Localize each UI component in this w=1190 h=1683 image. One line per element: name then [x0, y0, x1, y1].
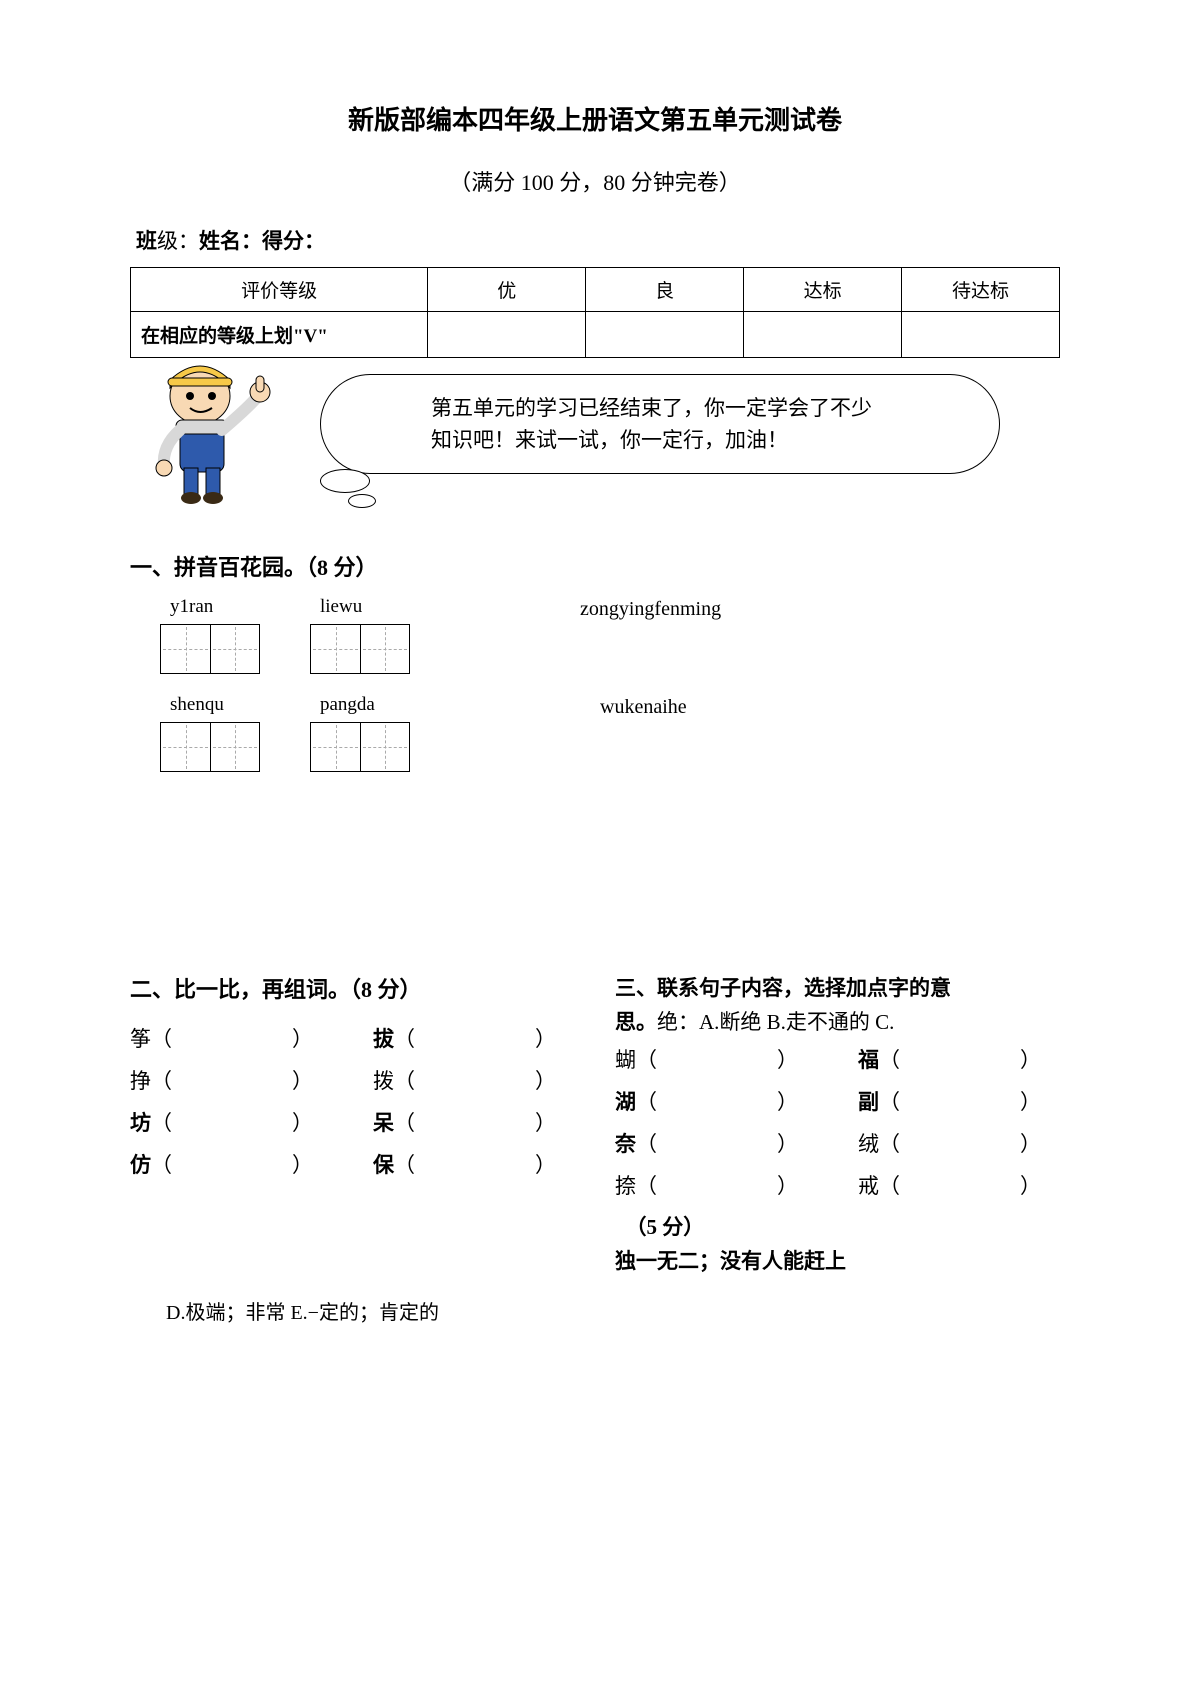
bubble-line1: 第五单元的学习已经结束了，你一定学会了不少 [431, 396, 872, 420]
s2-pair-l1: 挣（） [130, 1060, 313, 1102]
footer-options: D.极端；非常 E.−定的；肯定的 [166, 1296, 1060, 1325]
grade-header-b: 良 [586, 268, 744, 312]
bubble-tail-2 [348, 494, 376, 508]
label-class-suffix: 级： [157, 229, 199, 253]
s3-pair-r3: 戒（） [858, 1165, 1041, 1207]
grade-header-a: 优 [428, 268, 586, 312]
label-name-score: 姓名：得分： [199, 229, 325, 253]
mascot-icon [140, 356, 280, 506]
grade-cell-d[interactable] [902, 312, 1060, 358]
tianzige-0[interactable] [160, 624, 260, 674]
s3-pair-l1: 湖（） [615, 1081, 798, 1123]
section2-column: 二、比一比，再组词。（8 分） 筝（） 拔（） 挣（） 拨（） 坊（） 呆（） … [130, 972, 575, 1278]
pinyin-label-0: y1ran [160, 596, 260, 618]
s2-pair-l2: 坊（） [130, 1102, 313, 1144]
pinyin-label-1: liewu [310, 596, 410, 618]
s3-pair-l0: 蝴（） [615, 1039, 798, 1081]
grade-table: 评价等级 优 良 达标 待达标 在相应的等级上划"V" [130, 267, 1060, 358]
pinyin-item-0: y1ran [160, 596, 260, 674]
pinyin-label-5: wukenaihe [600, 694, 687, 719]
s3-pair-r2: 绒（） [858, 1123, 1041, 1165]
grade-mark-label: 在相应的等级上划"V" [131, 312, 428, 358]
pinyin-item-3: shenqu [160, 694, 260, 772]
pinyin-label-4: pangda [310, 694, 410, 716]
mascot-bubble-row: 第五单元的学习已经结束了，你一定学会了不少 知识吧！来试一试，你一定行，加油！ [130, 364, 1060, 514]
pinyin-item-4: pangda [310, 694, 410, 772]
section1-heading: 一、拼音百花园。（8 分） [130, 550, 1060, 582]
section3-defs: 绝：A.断绝 B.走不通的 C. [657, 1010, 894, 1034]
s2-pair-r2: 呆（） [373, 1102, 556, 1144]
section2-heading: 二、比一比，再组词。（8 分） [130, 972, 575, 1004]
section3-heading-l2: 思。 [615, 1010, 657, 1034]
grade-cell-a[interactable] [428, 312, 586, 358]
tianzige-1[interactable] [310, 624, 410, 674]
pinyin-label-3: shenqu [160, 694, 260, 716]
s2-pair-r1: 拨（） [373, 1060, 556, 1102]
s2-pair-l0: 筝（） [130, 1018, 313, 1060]
encouragement-bubble: 第五单元的学习已经结束了，你一定学会了不少 知识吧！来试一试，你一定行，加油！ [320, 374, 1000, 474]
exam-subtitle: （满分 100 分，80 分钟完卷） [130, 165, 1060, 197]
tianzige-4[interactable] [310, 722, 410, 772]
tianzige-3[interactable] [160, 722, 260, 772]
section3-points: （5 分） [626, 1215, 705, 1239]
s3-pair-r1: 副（） [858, 1081, 1041, 1123]
section3-column: 三、联系句子内容，选择加点字的意 思。绝：A.断绝 B.走不通的 C. 蝴（） … [615, 972, 1060, 1278]
section3-heading-l1: 三、联系句子内容，选择加点字的意 [615, 976, 951, 1000]
grade-header-label: 评价等级 [131, 268, 428, 312]
pinyin-item-1: liewu [310, 596, 410, 674]
s3-pair-l2: 奈（） [615, 1123, 798, 1165]
s2-pair-r0: 拔（） [373, 1018, 556, 1060]
bubble-tail-1 [320, 469, 370, 493]
label-class-char: 班 [136, 229, 157, 253]
pinyin-label-2: zongyingfenming [580, 596, 721, 621]
exam-title: 新版部编本四年级上册语文第五单元测试卷 [130, 100, 1060, 137]
section3-extra: 独一无二；没有人能赶上 [615, 1249, 846, 1273]
grade-header-c: 达标 [744, 268, 902, 312]
grade-cell-c[interactable] [744, 312, 902, 358]
s2-pair-r3: 保（） [373, 1144, 556, 1186]
grade-header-d: 待达标 [902, 268, 1060, 312]
grade-cell-b[interactable] [586, 312, 744, 358]
class-name-score-line: 班级：姓名：得分： [136, 225, 1060, 255]
bubble-line2: 知识吧！来试一试，你一定行，加油！ [431, 428, 788, 452]
s2-pair-l3: 仿（） [130, 1144, 313, 1186]
s3-pair-l3: 捺（） [615, 1165, 798, 1207]
s3-pair-r0: 福（） [858, 1039, 1041, 1081]
